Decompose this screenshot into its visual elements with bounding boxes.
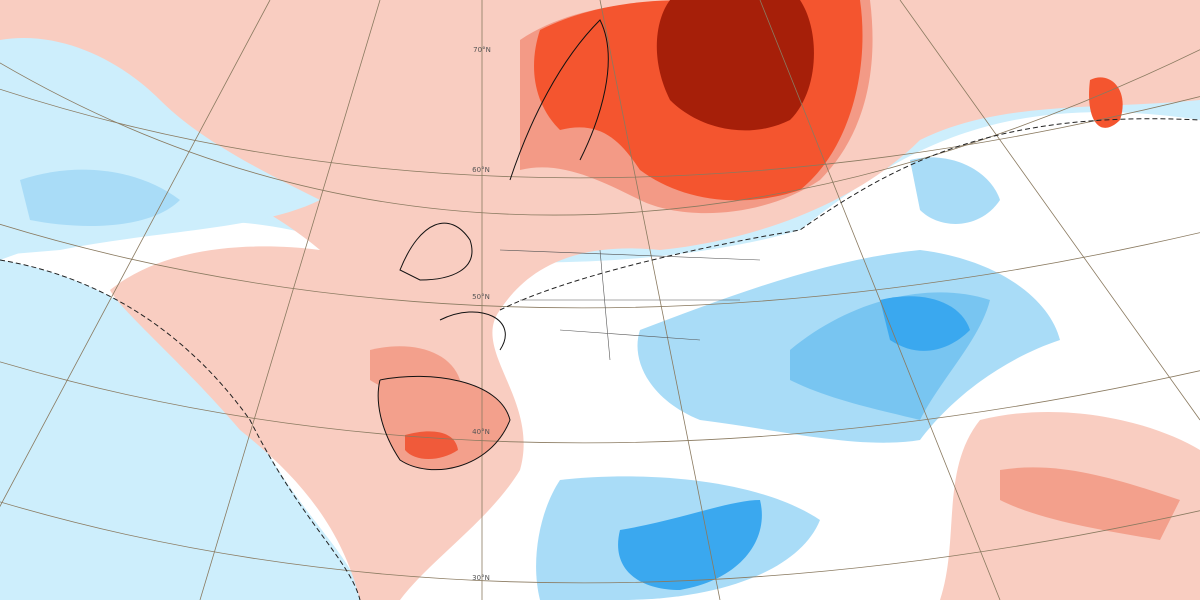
cool-caspian-region [910,157,1000,224]
parallel-30 [0,501,1200,584]
parallel-40 [0,361,1200,444]
zero-contour-east [499,118,1200,311]
borders [499,249,761,361]
hot-spot [1089,77,1123,128]
latitude-label: 50°N [472,293,490,301]
coastlines [377,19,609,471]
extreme-anomaly-region [656,0,814,131]
warm-africa-core [1000,467,1180,540]
latitude-label: 60°N [472,166,490,174]
parallel-50 [0,223,1200,309]
parallel-60 [0,88,1200,179]
latitude-label: 30°N [472,574,490,582]
latitude-label: 40°N [472,428,490,436]
latitude-label: 70°N [473,46,491,54]
zero-contour-west [0,259,361,600]
cold-libya-region [618,500,762,590]
cool-core-region [20,169,180,226]
parallel-70 [0,49,1200,216]
cold-core-region [880,296,970,351]
hot-iberia [405,431,458,459]
